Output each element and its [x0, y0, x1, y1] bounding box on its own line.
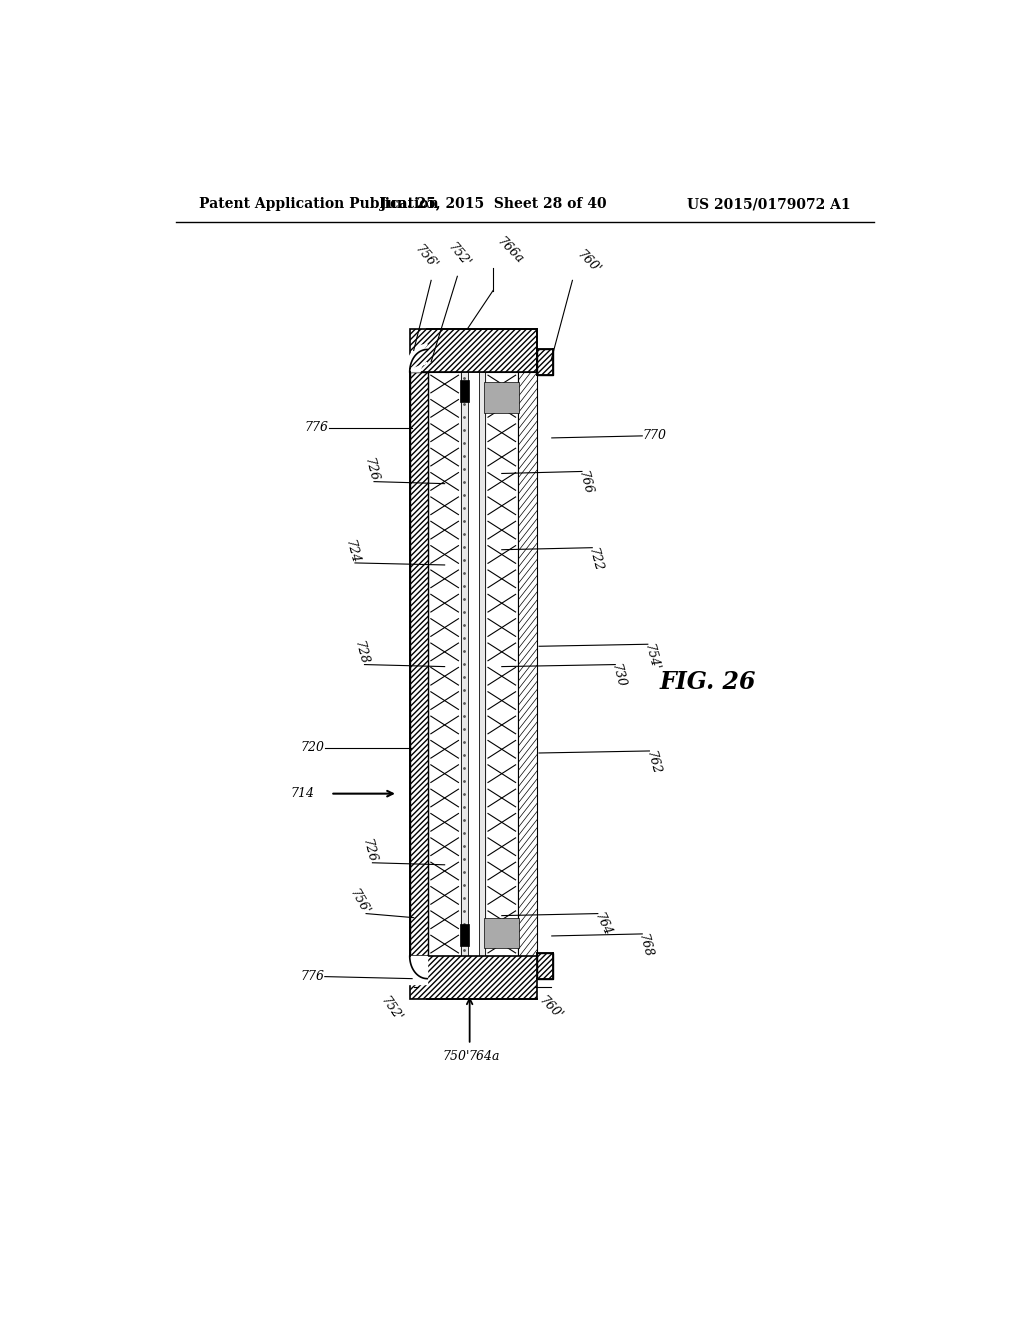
Text: 760': 760' — [574, 248, 603, 276]
Text: 766: 766 — [575, 470, 594, 496]
Text: 776: 776 — [301, 970, 325, 983]
Text: 752': 752' — [445, 240, 473, 271]
Text: Patent Application Publication: Patent Application Publication — [200, 197, 439, 211]
Bar — [410, 372, 428, 956]
Text: FIG. 26: FIG. 26 — [659, 669, 756, 694]
Bar — [479, 372, 485, 956]
Text: 724: 724 — [342, 539, 361, 565]
Bar — [468, 372, 479, 956]
Bar — [484, 917, 519, 948]
Text: 720: 720 — [301, 742, 325, 755]
Bar — [538, 953, 553, 978]
Text: 762: 762 — [643, 750, 662, 776]
Bar — [428, 372, 461, 956]
Bar — [484, 381, 519, 412]
Text: US 2015/0179072 A1: US 2015/0179072 A1 — [686, 197, 850, 211]
Bar — [538, 350, 553, 375]
Polygon shape — [406, 956, 427, 983]
Text: 770: 770 — [642, 429, 667, 442]
Bar — [410, 956, 538, 999]
Bar — [460, 380, 469, 403]
Text: 722: 722 — [586, 546, 605, 573]
Bar — [485, 372, 518, 956]
Text: 764a: 764a — [469, 1049, 500, 1063]
Text: 766a: 766a — [495, 235, 526, 267]
Text: 756': 756' — [347, 887, 372, 917]
Text: 764: 764 — [592, 911, 613, 939]
Text: 752': 752' — [378, 994, 404, 1024]
Text: 776: 776 — [305, 421, 329, 434]
Text: 726: 726 — [360, 838, 379, 865]
Bar — [461, 372, 468, 956]
Text: 726: 726 — [361, 457, 380, 483]
Text: 750': 750' — [442, 1049, 469, 1063]
Bar — [460, 924, 469, 946]
Polygon shape — [406, 345, 427, 372]
Text: 714: 714 — [291, 787, 314, 800]
Text: Jun. 25, 2015  Sheet 28 of 40: Jun. 25, 2015 Sheet 28 of 40 — [380, 197, 606, 211]
Text: 756': 756' — [412, 243, 439, 272]
Bar — [518, 372, 538, 956]
Bar — [410, 329, 538, 372]
Text: 754': 754' — [641, 643, 662, 672]
Text: 728: 728 — [352, 640, 371, 667]
Text: 760': 760' — [536, 994, 564, 1023]
Text: 730: 730 — [609, 663, 628, 689]
Text: 768: 768 — [636, 932, 654, 958]
